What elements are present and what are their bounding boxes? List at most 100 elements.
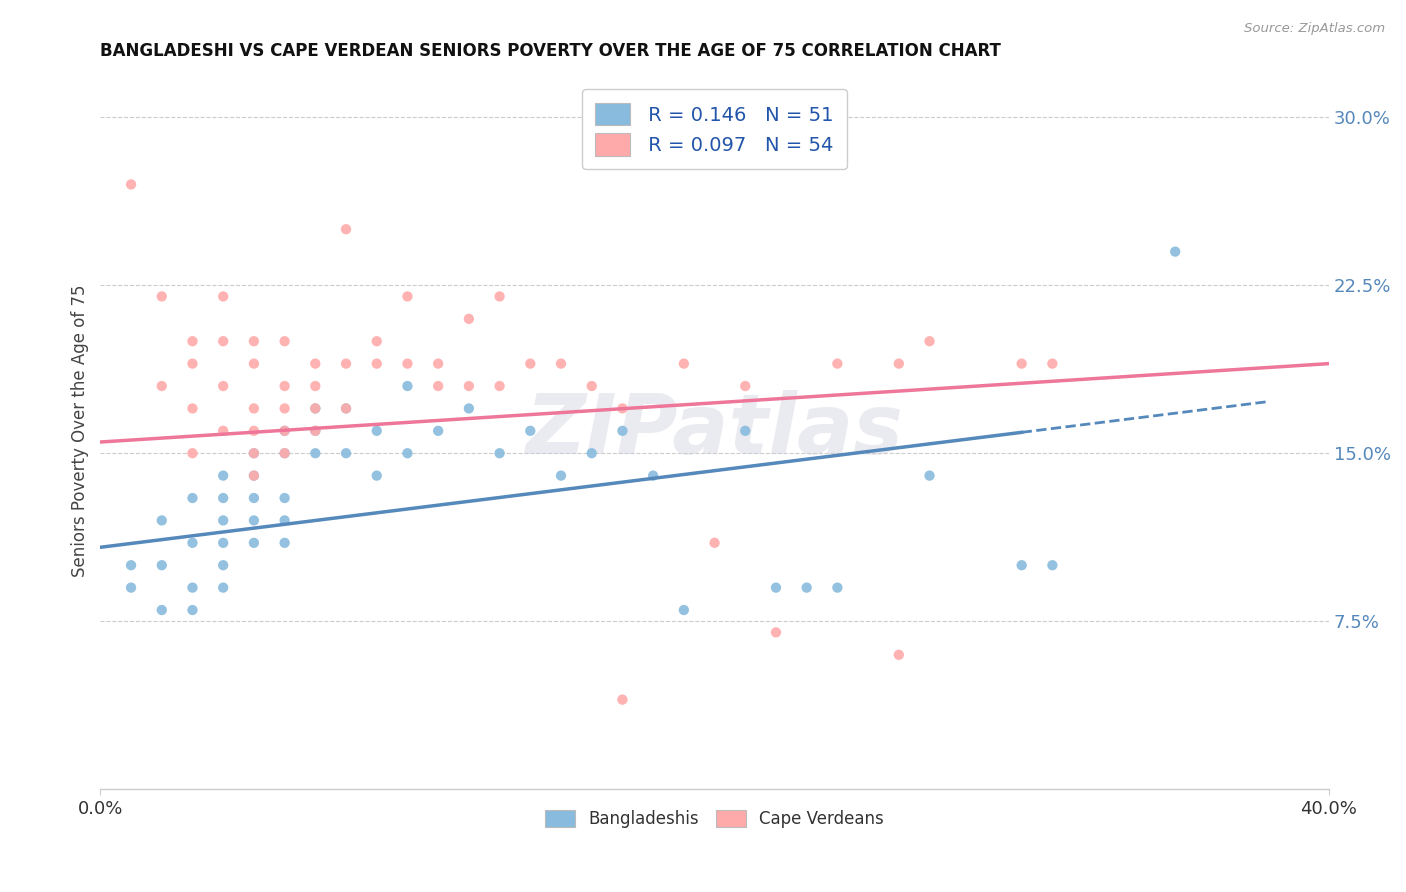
Point [212,513,235,527]
Point [273,536,295,550]
Point [488,289,510,303]
Point [181,357,204,371]
Point [366,424,388,438]
Text: Source: ZipAtlas.com: Source: ZipAtlas.com [1244,22,1385,36]
Point [273,424,295,438]
Point [150,603,173,617]
Text: ZIPatlas: ZIPatlas [526,391,904,471]
Y-axis label: Seniors Poverty Over the Age of 75: Seniors Poverty Over the Age of 75 [72,285,89,577]
Point [273,491,295,505]
Point [243,446,266,460]
Point [304,401,326,416]
Point [181,536,204,550]
Point [396,357,419,371]
Point [396,289,419,303]
Point [243,334,266,349]
Point [396,446,419,460]
Point [643,468,665,483]
Point [243,401,266,416]
Point [427,379,450,393]
Point [273,379,295,393]
Point [672,357,695,371]
Point [120,581,142,595]
Point [243,357,266,371]
Point [887,648,910,662]
Point [304,446,326,460]
Point [335,446,357,460]
Point [150,513,173,527]
Point [243,513,266,527]
Point [212,289,235,303]
Point [181,401,204,416]
Point [212,581,235,595]
Point [827,357,849,371]
Point [335,222,357,236]
Point [212,491,235,505]
Point [918,334,941,349]
Point [273,424,295,438]
Point [273,401,295,416]
Point [734,379,756,393]
Point [243,424,266,438]
Text: BANGLADESHI VS CAPE VERDEAN SENIORS POVERTY OVER THE AGE OF 75 CORRELATION CHART: BANGLADESHI VS CAPE VERDEAN SENIORS POVE… [100,42,1001,60]
Point [457,311,479,326]
Point [581,446,603,460]
Point [1011,558,1033,573]
Point [918,468,941,483]
Point [396,379,419,393]
Point [243,491,266,505]
Point [304,401,326,416]
Point [150,289,173,303]
Point [366,357,388,371]
Point [612,401,634,416]
Point [887,357,910,371]
Point [765,625,787,640]
Point [827,581,849,595]
Point [181,491,204,505]
Point [427,357,450,371]
Point [335,357,357,371]
Point [519,424,541,438]
Point [243,536,266,550]
Point [703,536,725,550]
Point [212,334,235,349]
Point [181,334,204,349]
Point [488,379,510,393]
Point [120,558,142,573]
Point [212,424,235,438]
Point [335,401,357,416]
Point [734,424,756,438]
Point [366,334,388,349]
Point [273,334,295,349]
Point [273,446,295,460]
Point [212,536,235,550]
Point [212,558,235,573]
Point [273,513,295,527]
Point [581,379,603,393]
Point [304,379,326,393]
Point [120,178,142,192]
Point [612,424,634,438]
Point [1164,244,1187,259]
Point [457,379,479,393]
Point [366,468,388,483]
Point [304,357,326,371]
Legend: Bangladeshis, Cape Verdeans: Bangladeshis, Cape Verdeans [538,803,890,835]
Point [612,692,634,706]
Point [765,581,787,595]
Point [1011,357,1033,371]
Point [488,446,510,460]
Point [550,468,572,483]
Point [1040,357,1063,371]
Point [181,603,204,617]
Point [243,446,266,460]
Point [150,558,173,573]
Point [243,468,266,483]
Point [304,424,326,438]
Point [243,468,266,483]
Point [672,603,695,617]
Point [150,379,173,393]
Point [550,357,572,371]
Point [796,581,818,595]
Point [519,357,541,371]
